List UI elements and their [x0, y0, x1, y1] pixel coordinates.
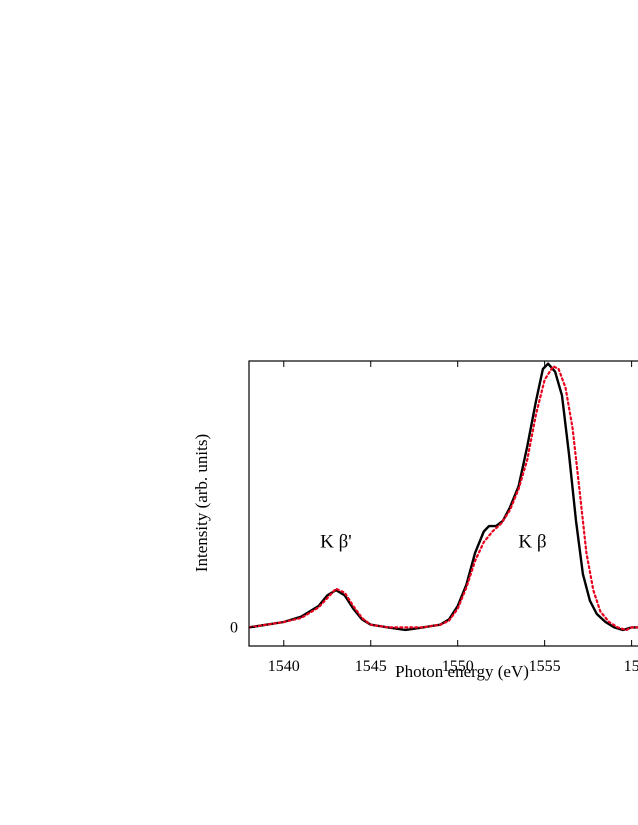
x-axis-title: Photon energy (eV) [395, 662, 529, 681]
solid-black-series-line [249, 362, 638, 632]
plot-frame [248, 360, 638, 647]
series-layer [249, 362, 638, 632]
ticks-layer: 1540 1545 1550 1555 15 0 K β' K β [230, 361, 638, 675]
x-tick-label: 15 [624, 658, 638, 675]
y-tick-label: 0 [230, 619, 238, 636]
peak-annotation: K β' [320, 531, 352, 552]
x-tick-label: 1540 [268, 658, 300, 675]
dotted-red-series-line [249, 365, 638, 632]
x-tick-label: 1550 [442, 658, 474, 675]
x-tick-label: 1555 [529, 658, 561, 675]
y-axis-title: Intensity (arb. units) [192, 434, 211, 572]
peak-annotation: K β [518, 531, 546, 552]
x-tick-label: 1545 [355, 658, 387, 675]
